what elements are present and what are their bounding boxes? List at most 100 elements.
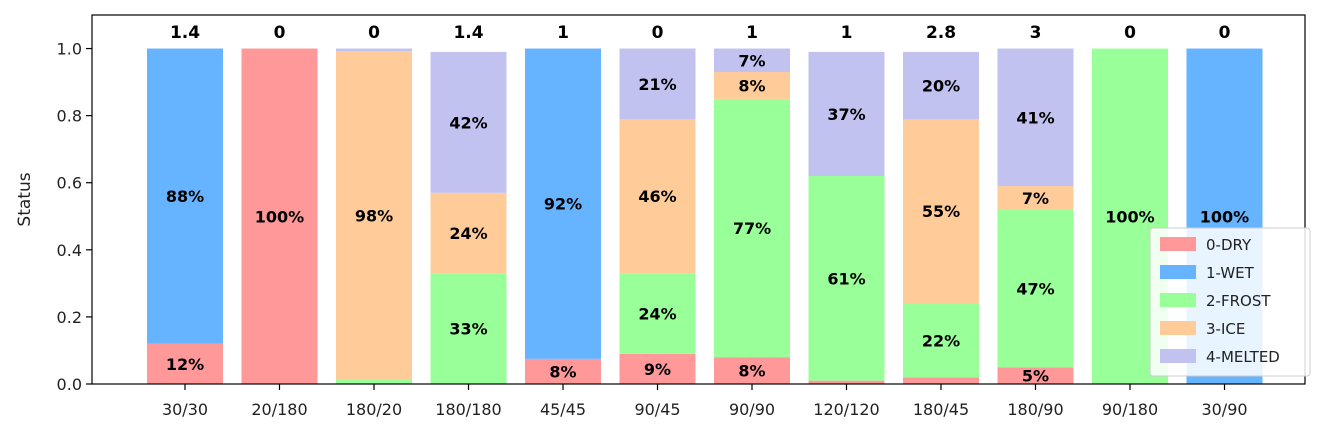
bar-segment bbox=[336, 379, 412, 384]
segment-value-label: 12% bbox=[166, 355, 204, 374]
segment-value-label: 100% bbox=[255, 207, 304, 226]
segment-value-label: 55% bbox=[922, 202, 960, 221]
y-tick-label: 0.6 bbox=[57, 174, 82, 193]
bar-top-label: 0 bbox=[1124, 23, 1136, 43]
legend-entry-label: 4-MELTED bbox=[1206, 348, 1280, 366]
segment-value-label: 46% bbox=[638, 187, 676, 206]
bar-segment bbox=[903, 51, 979, 119]
bar-segment bbox=[903, 377, 979, 384]
segment-value-label: 77% bbox=[733, 219, 771, 238]
x-tick-label: 30/30 bbox=[162, 400, 208, 419]
bar-segment bbox=[619, 273, 696, 354]
bar-segment bbox=[997, 367, 1074, 384]
y-tick-label: 0.8 bbox=[57, 107, 82, 126]
bar-segment bbox=[525, 48, 601, 359]
segment-value-label: 22% bbox=[922, 331, 960, 350]
bar-top-label: 0 bbox=[368, 23, 380, 43]
bar-top-label: 0 bbox=[652, 23, 664, 43]
y-tick-label: 0.2 bbox=[57, 308, 82, 327]
bar-segment bbox=[336, 51, 412, 380]
bar-segment bbox=[241, 48, 318, 384]
y-tick-label: 0.0 bbox=[57, 375, 82, 394]
plot-frame bbox=[91, 14, 1306, 385]
bar-top-label: 1 bbox=[841, 23, 853, 43]
x-tick-label: 180/20 bbox=[346, 400, 402, 419]
segment-value-label: 92% bbox=[544, 195, 582, 214]
bar-top-label: 0 bbox=[274, 23, 286, 43]
segment-value-label: 47% bbox=[1016, 279, 1054, 298]
segment-value-label: 100% bbox=[1105, 207, 1154, 226]
legend-entry-label: 1-WET bbox=[1206, 264, 1255, 282]
segment-value-label: 88% bbox=[166, 187, 204, 206]
segment-value-label: 42% bbox=[449, 113, 487, 132]
segment-value-label: 5% bbox=[1022, 367, 1049, 386]
segment-value-label: 8% bbox=[549, 362, 576, 381]
legend-entry-label: 3-ICE bbox=[1206, 320, 1245, 338]
bar-top-label: 2.8 bbox=[926, 23, 956, 43]
bar-top-label: 1 bbox=[557, 23, 569, 43]
segment-labels-layer: 12% 88% 100% 98% 33% 24% 42% 8% 92% 9% 24% 46% 21% 8%… bbox=[166, 51, 1249, 385]
bar-segment bbox=[997, 209, 1074, 368]
bar-segment bbox=[525, 358, 601, 384]
bar-segment bbox=[430, 192, 507, 274]
legend-entry-label: 0-DRY bbox=[1206, 236, 1252, 254]
segment-value-label: 61% bbox=[827, 269, 865, 288]
segment-value-label: 37% bbox=[827, 105, 865, 124]
x-axis: 30/30 20/180 180/20 180/180 45/45 90/45 90/90 1… bbox=[162, 384, 1248, 419]
bar-top-label: 1.4 bbox=[170, 23, 200, 43]
x-tick-label: 20/180 bbox=[251, 400, 307, 419]
bar-top-label: 1.4 bbox=[453, 23, 483, 43]
segment-value-label: 21% bbox=[638, 75, 676, 94]
legend-swatch bbox=[1160, 265, 1196, 279]
x-tick-label: 90/180 bbox=[1102, 400, 1158, 419]
segment-value-label: 24% bbox=[638, 305, 676, 324]
segment-value-label: 41% bbox=[1016, 108, 1054, 127]
bar-segment bbox=[808, 51, 885, 177]
bar-top-label: 0 bbox=[1219, 23, 1231, 43]
x-tick-label: 30/90 bbox=[1201, 400, 1247, 419]
bar-segment bbox=[808, 176, 885, 381]
bar-segment bbox=[336, 48, 412, 52]
top-labels-layer: 1.4 0 0 1.4 1 0 1 1 2.8 3 0 0 bbox=[170, 23, 1231, 43]
y-tick-label: 1.0 bbox=[57, 40, 82, 59]
bar-segment bbox=[714, 72, 790, 99]
bar-segment bbox=[903, 118, 979, 304]
bar-segment bbox=[714, 98, 790, 358]
bar-segment bbox=[430, 273, 507, 384]
segment-value-label: 8% bbox=[738, 362, 765, 381]
legend-entry-label: 2-FROST bbox=[1206, 292, 1271, 310]
bar-segment bbox=[147, 343, 223, 384]
legend: 0-DRY 1-WET 2-FROST 3-ICE 4-MELTED bbox=[1149, 227, 1311, 377]
segment-value-label: 100% bbox=[1200, 207, 1249, 226]
segment-value-label: 8% bbox=[738, 76, 765, 95]
bar-segment bbox=[714, 357, 790, 384]
x-tick-label: 45/45 bbox=[540, 400, 586, 419]
bar-segment bbox=[619, 48, 696, 119]
bar-top-label: 3 bbox=[1030, 23, 1042, 43]
bar-segment bbox=[808, 380, 885, 384]
legend-swatch bbox=[1160, 293, 1196, 307]
segment-value-label: 9% bbox=[644, 360, 671, 379]
segment-value-label: 20% bbox=[922, 76, 960, 95]
x-tick-label: 90/45 bbox=[634, 400, 680, 419]
legend-swatch bbox=[1160, 349, 1196, 363]
legend-swatch bbox=[1160, 237, 1196, 251]
bar-segment bbox=[430, 51, 507, 193]
bar-top-label: 1 bbox=[746, 23, 758, 43]
bar-segment bbox=[903, 303, 979, 378]
y-axis: 0.0 0.2 0.4 0.6 0.8 1.0 bbox=[57, 40, 92, 394]
segment-value-label: 33% bbox=[449, 320, 487, 339]
segment-value-label: 98% bbox=[355, 207, 393, 226]
segment-value-label: 7% bbox=[738, 51, 765, 70]
segment-value-label: 24% bbox=[449, 224, 487, 243]
x-tick-label: 120/120 bbox=[813, 400, 879, 419]
y-tick-label: 0.4 bbox=[57, 241, 82, 260]
x-tick-label: 90/90 bbox=[729, 400, 775, 419]
bar-segment bbox=[997, 186, 1074, 210]
bars-layer bbox=[147, 48, 1263, 384]
bar-segment bbox=[147, 48, 223, 344]
segment-value-label: 7% bbox=[1022, 189, 1049, 208]
bar-segment bbox=[997, 48, 1074, 187]
bar-segment bbox=[714, 48, 790, 73]
